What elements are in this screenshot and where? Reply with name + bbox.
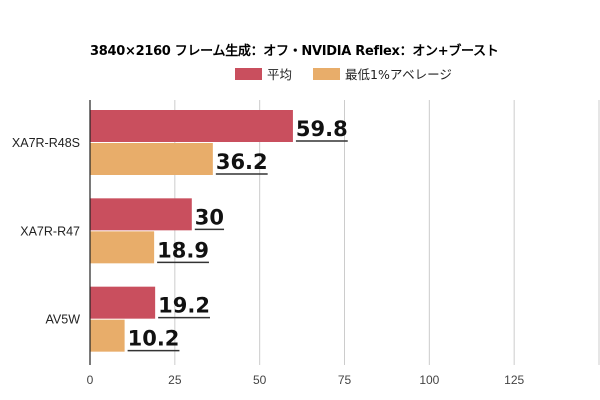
legend-label-average: 平均	[267, 67, 293, 82]
x-tick-label: 50	[253, 373, 267, 387]
chart-title: 3840×2160 フレーム生成：オフ・NVIDIA Reflex：オン+ブース…	[90, 44, 499, 59]
data-label: 10.2	[128, 327, 180, 351]
data-label: 18.9	[157, 238, 209, 262]
category-label: AV5W	[46, 313, 81, 327]
data-label: 59.8	[296, 117, 348, 141]
legend-swatch-low1	[313, 67, 340, 80]
bar	[90, 231, 155, 264]
x-tick-label: 75	[338, 373, 352, 387]
x-tick-label: 125	[504, 373, 524, 387]
category-label: XA7R-R48S	[12, 136, 80, 150]
legend-item-average: 平均	[235, 64, 292, 83]
legend-swatch-average	[235, 67, 262, 80]
x-tick-label: 25	[168, 373, 182, 387]
bar	[90, 110, 293, 142]
legend-label-low1: 最低1%アベレージ	[345, 67, 452, 82]
bar	[90, 286, 156, 319]
x-tick-label: 100	[419, 373, 439, 387]
bar	[90, 198, 192, 231]
data-label: 36.2	[216, 150, 268, 174]
category-label: XA7R-R47	[20, 224, 80, 238]
data-label: 19.2	[158, 294, 210, 318]
bar	[90, 319, 125, 352]
bar	[90, 143, 213, 175]
data-label: 30	[195, 205, 224, 229]
legend-item-low1: 最低1%アベレージ	[313, 64, 452, 83]
x-tick-label: 0	[87, 373, 94, 387]
